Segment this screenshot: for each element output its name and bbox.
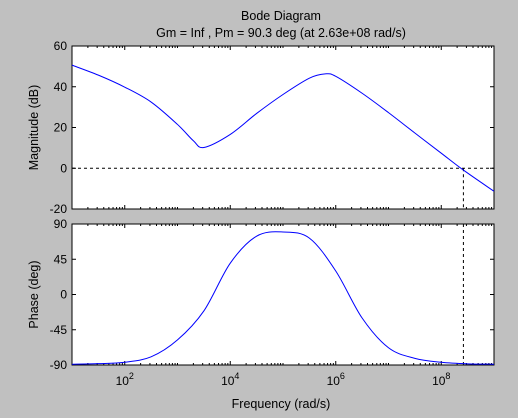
magnitude-y-tick-label: -20 bbox=[50, 202, 68, 216]
magnitude-y-tick-label: 60 bbox=[54, 39, 68, 53]
phase-y-tick-label: 0 bbox=[60, 288, 67, 302]
phase-y-tick-label: -45 bbox=[50, 323, 68, 337]
phase-y-tick-label: 90 bbox=[54, 217, 68, 231]
phase-y-tick-label: -90 bbox=[50, 358, 68, 372]
magnitude-subplot: 60 40 20 0 -20 bbox=[50, 39, 495, 216]
magnitude-ylabel: Magnitude (dB) bbox=[27, 85, 41, 170]
phase-ylabel: Phase (deg) bbox=[27, 260, 41, 328]
x-tick-label: 104 bbox=[221, 371, 239, 388]
chart-title: Bode Diagram bbox=[241, 9, 321, 23]
x-tick-label: 108 bbox=[432, 371, 450, 388]
phase-plot-area bbox=[71, 223, 495, 366]
phase-y-tick-label: 45 bbox=[54, 252, 68, 266]
x-tick-label: 102 bbox=[116, 371, 134, 388]
magnitude-y-tick-label: 40 bbox=[54, 80, 68, 94]
magnitude-plot-area bbox=[71, 45, 495, 210]
magnitude-y-tick-label: 0 bbox=[60, 161, 67, 175]
x-tick-labels: 102 104 106 108 bbox=[116, 371, 451, 388]
x-tick-label: 106 bbox=[327, 371, 345, 388]
x-axis-label: Frequency (rad/s) bbox=[232, 397, 331, 411]
magnitude-y-tick-label: 20 bbox=[54, 121, 68, 135]
phase-subplot: 90 45 0 -45 -90 bbox=[50, 217, 495, 372]
phase-series-line bbox=[71, 231, 495, 365]
chart-subtitle: Gm = Inf , Pm = 90.3 deg (at 2.63e+08 ra… bbox=[156, 26, 406, 40]
magnitude-series-line bbox=[71, 64, 495, 192]
